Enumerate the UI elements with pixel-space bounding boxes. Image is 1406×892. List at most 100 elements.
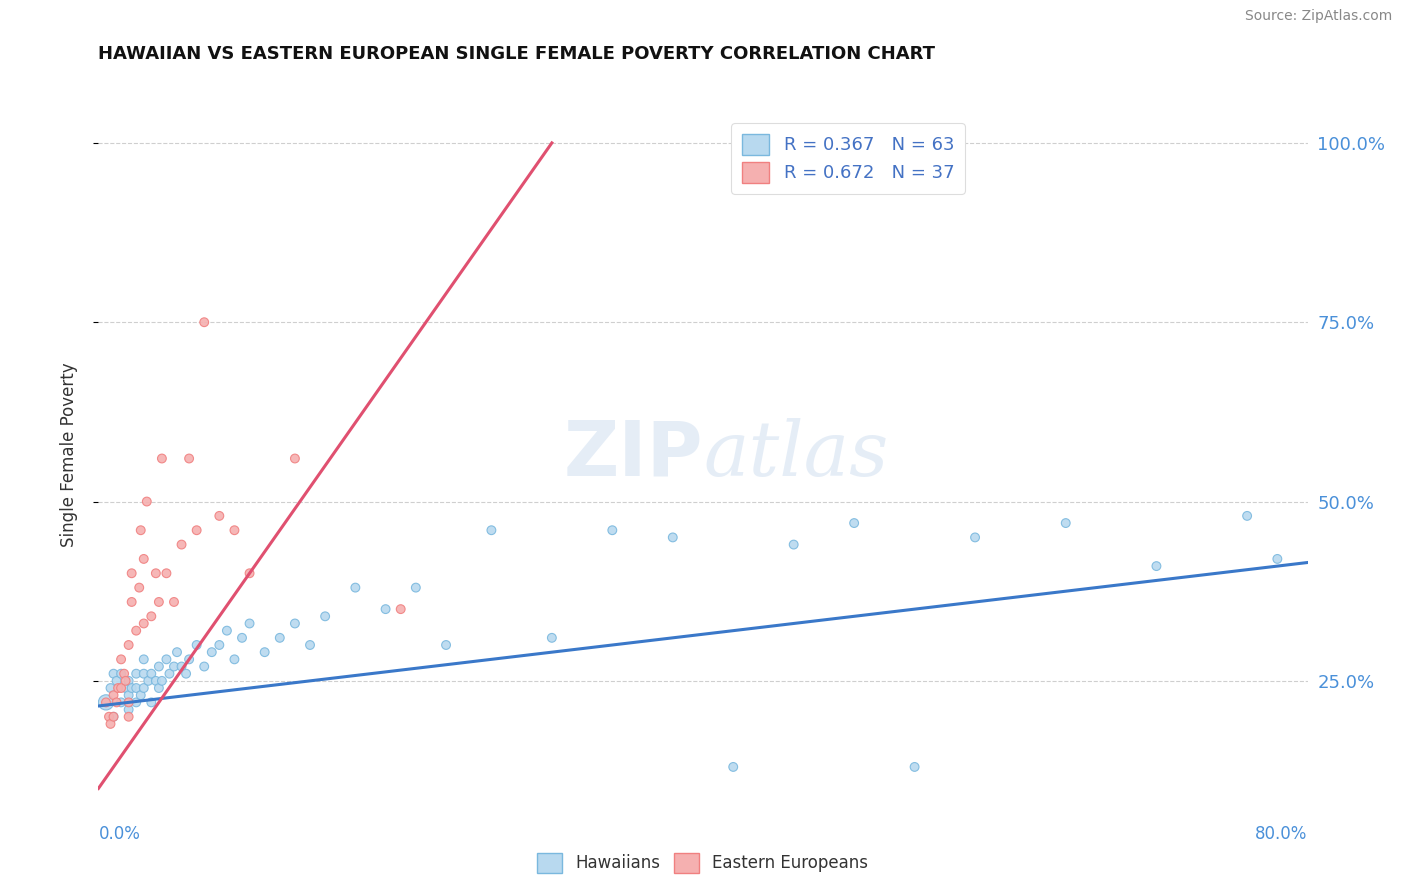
- Point: [186, 638, 208, 652]
- Point: [132, 552, 155, 566]
- Point: [125, 666, 148, 681]
- Point: [208, 638, 231, 652]
- Point: [201, 645, 224, 659]
- Point: [136, 673, 159, 688]
- Point: [118, 710, 141, 724]
- Point: [231, 631, 253, 645]
- Point: [224, 652, 246, 666]
- Point: [389, 602, 412, 616]
- Point: [224, 523, 246, 537]
- Point: [100, 717, 122, 731]
- Point: [1054, 516, 1077, 530]
- Point: [783, 538, 806, 552]
- Point: [239, 566, 262, 581]
- Point: [344, 581, 367, 595]
- Point: [94, 695, 117, 709]
- Point: [163, 595, 186, 609]
- Point: [118, 688, 141, 702]
- Point: [179, 451, 201, 466]
- Point: [121, 595, 143, 609]
- Point: [141, 609, 163, 624]
- Point: [129, 688, 152, 702]
- Point: [103, 710, 125, 724]
- Point: [110, 695, 132, 709]
- Point: [170, 538, 193, 552]
- Point: [110, 681, 132, 695]
- Point: [159, 666, 181, 681]
- Point: [208, 508, 231, 523]
- Point: [844, 516, 866, 530]
- Text: atlas: atlas: [703, 418, 889, 491]
- Point: [904, 760, 927, 774]
- Point: [110, 652, 132, 666]
- Point: [125, 681, 148, 695]
- Point: [1144, 559, 1167, 574]
- Point: [239, 616, 262, 631]
- Point: [132, 681, 155, 695]
- Point: [103, 688, 125, 702]
- Point: [145, 673, 167, 688]
- Point: [269, 631, 291, 645]
- Point: [150, 673, 173, 688]
- Point: [284, 451, 307, 466]
- Text: 0.0%: 0.0%: [98, 825, 141, 843]
- Point: [145, 566, 167, 581]
- Point: [723, 760, 745, 774]
- Point: [148, 681, 170, 695]
- Point: [174, 666, 197, 681]
- Point: [114, 681, 136, 695]
- Point: [193, 315, 215, 329]
- Point: [481, 523, 503, 537]
- Point: [602, 523, 624, 537]
- Point: [284, 616, 307, 631]
- Text: HAWAIIAN VS EASTERN EUROPEAN SINGLE FEMALE POVERTY CORRELATION CHART: HAWAIIAN VS EASTERN EUROPEAN SINGLE FEMA…: [98, 45, 935, 62]
- Point: [1267, 552, 1289, 566]
- Point: [132, 666, 155, 681]
- Legend: Hawaiians, Eastern Europeans: Hawaiians, Eastern Europeans: [531, 847, 875, 880]
- Y-axis label: Single Female Poverty: Single Female Poverty: [59, 363, 77, 547]
- Point: [155, 652, 177, 666]
- Point: [215, 624, 238, 638]
- Point: [374, 602, 396, 616]
- Point: [105, 695, 128, 709]
- Point: [155, 566, 177, 581]
- Point: [128, 581, 150, 595]
- Point: [166, 645, 188, 659]
- Point: [103, 666, 125, 681]
- Point: [150, 451, 173, 466]
- Point: [107, 681, 129, 695]
- Point: [299, 638, 322, 652]
- Point: [405, 581, 427, 595]
- Point: [103, 710, 125, 724]
- Point: [118, 673, 141, 688]
- Text: 80.0%: 80.0%: [1256, 825, 1308, 843]
- Point: [100, 681, 122, 695]
- Text: Source: ZipAtlas.com: Source: ZipAtlas.com: [1244, 9, 1392, 23]
- Point: [118, 702, 141, 716]
- Point: [141, 666, 163, 681]
- Point: [163, 659, 186, 673]
- Point: [170, 659, 193, 673]
- Point: [121, 681, 143, 695]
- Point: [114, 673, 136, 688]
- Point: [434, 638, 457, 652]
- Point: [110, 666, 132, 681]
- Point: [94, 695, 117, 709]
- Point: [105, 673, 128, 688]
- Point: [540, 631, 562, 645]
- Point: [179, 652, 201, 666]
- Point: [1236, 508, 1258, 523]
- Point: [965, 530, 987, 544]
- Point: [314, 609, 336, 624]
- Point: [193, 659, 215, 673]
- Point: [141, 695, 163, 709]
- Point: [125, 624, 148, 638]
- Point: [135, 494, 157, 508]
- Point: [148, 659, 170, 673]
- Legend: R = 0.367   N = 63, R = 0.672   N = 37: R = 0.367 N = 63, R = 0.672 N = 37: [731, 123, 965, 194]
- Point: [118, 638, 141, 652]
- Point: [121, 566, 143, 581]
- Point: [253, 645, 276, 659]
- Point: [125, 695, 148, 709]
- Point: [132, 652, 155, 666]
